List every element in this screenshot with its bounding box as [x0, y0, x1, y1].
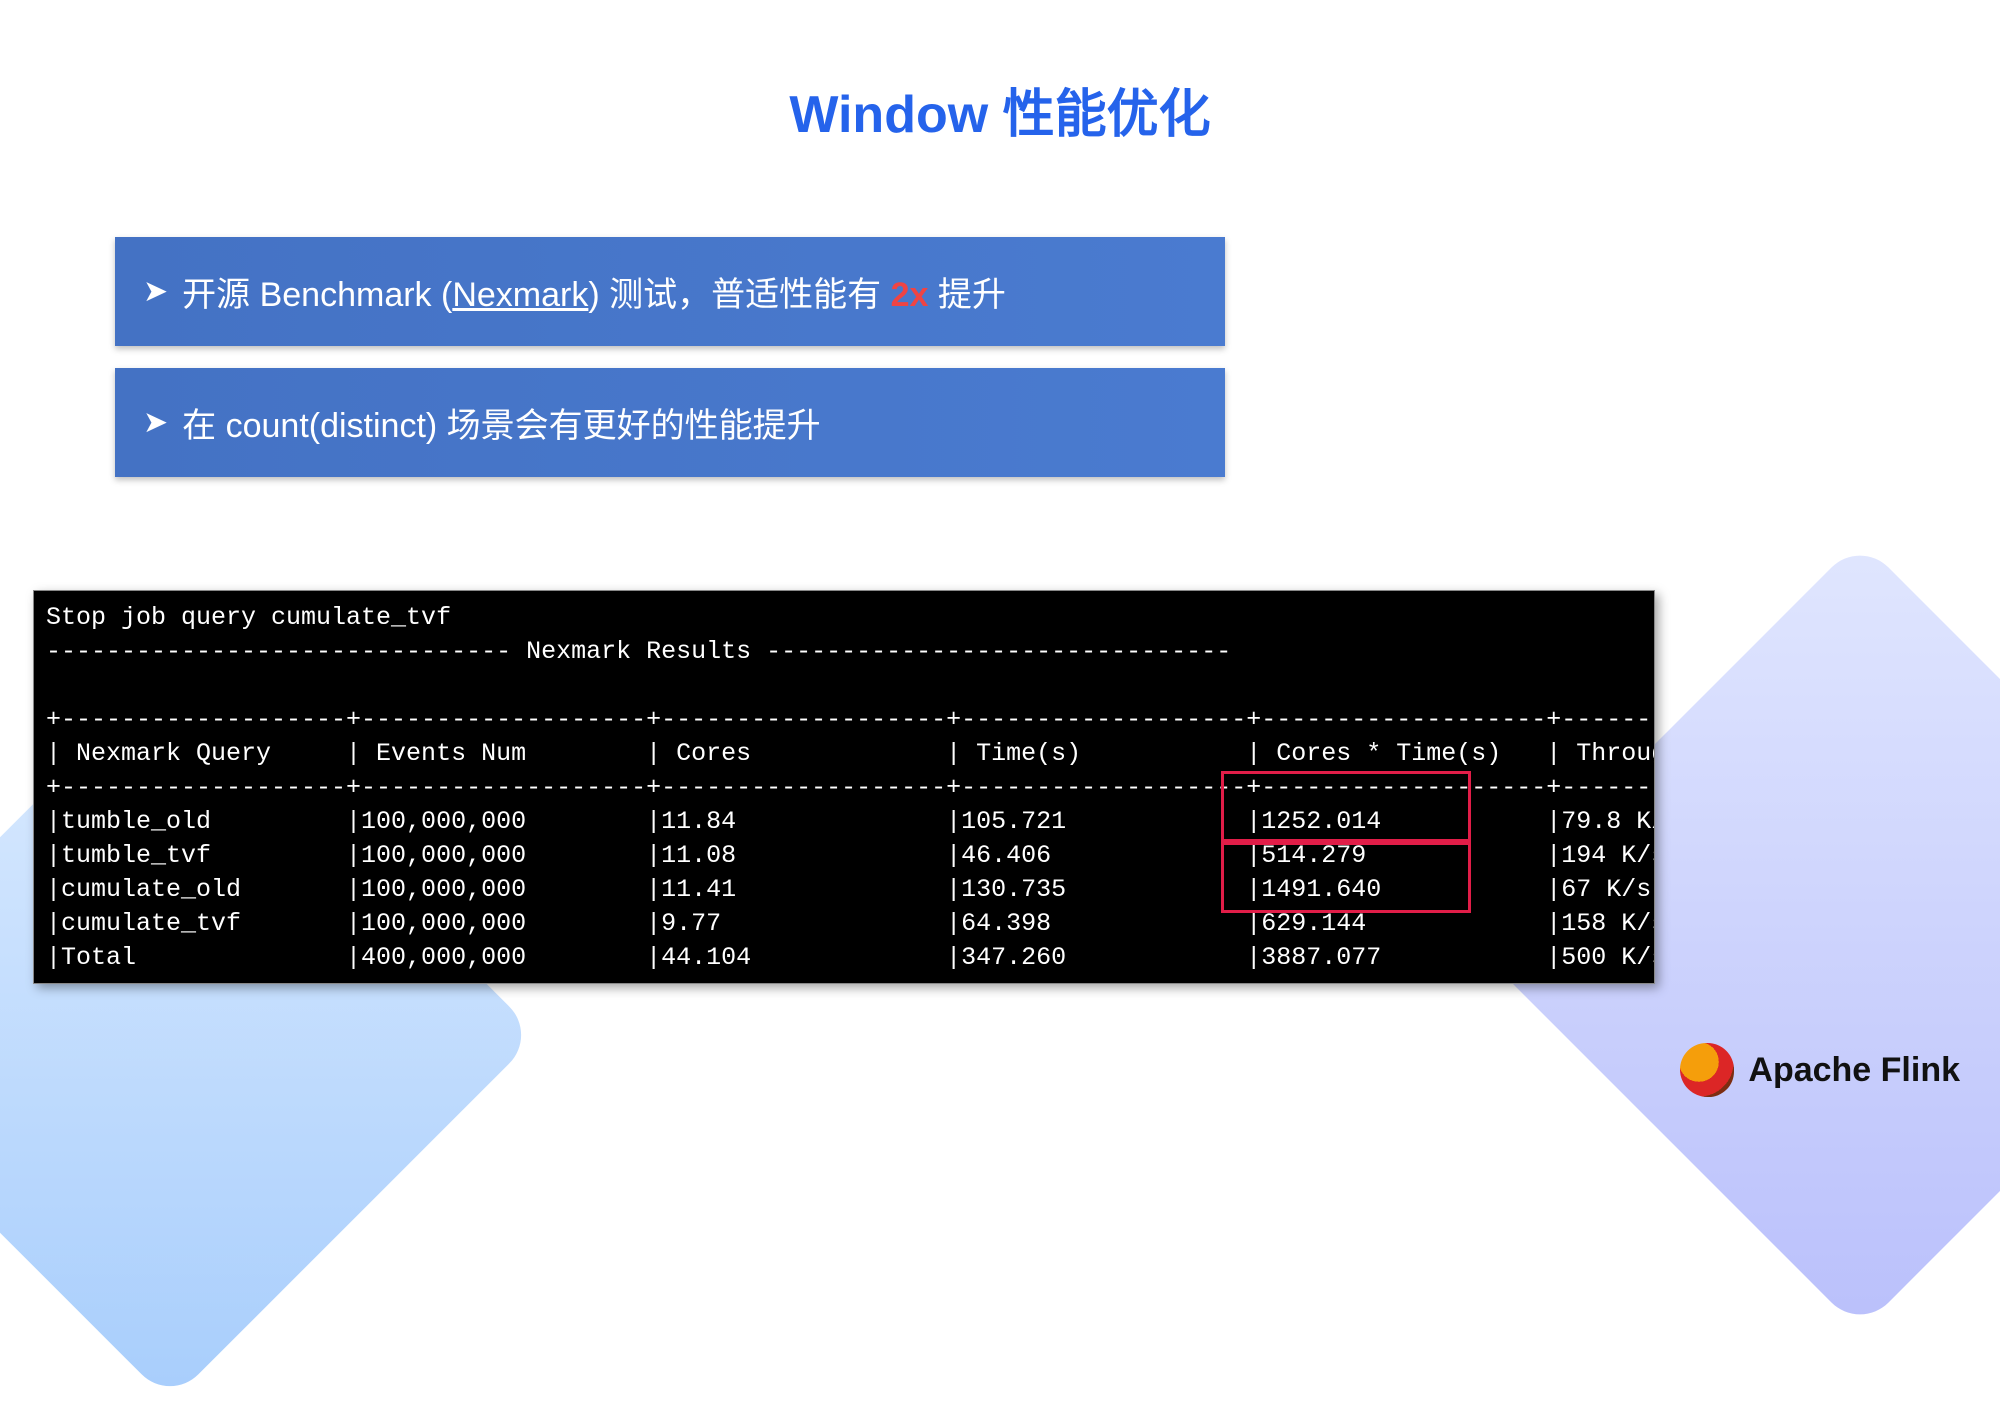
bullet-arrow-icon: ➤ — [143, 405, 168, 440]
bullet-arrow-icon: ➤ — [143, 274, 168, 309]
bullet-item-2: ➤ 在 count(distinct) 场景会有更好的性能提升 — [115, 368, 1225, 477]
bullet-item-1: ➤ 开源 Benchmark (Nexmark) 测试，普适性能有 2x 提升 — [115, 237, 1225, 346]
bullet-text: 在 count(distinct) 场景会有更好的性能提升 — [182, 398, 821, 447]
bullet-post: 提升 — [928, 276, 1005, 314]
bullet-pre: 开源 Benchmark ( — [182, 276, 452, 314]
bullet-highlight: 2x — [891, 276, 929, 314]
bullet-text: 开源 Benchmark (Nexmark) 测试，普适性能有 2x 提升 — [182, 267, 1006, 316]
bullet-list: ➤ 开源 Benchmark (Nexmark) 测试，普适性能有 2x 提升 … — [115, 237, 1225, 477]
flink-logo: Apache Flink — [1680, 1043, 1960, 1097]
bullet-mid: ) 测试，普适性能有 — [588, 276, 890, 314]
flink-logo-text: Apache Flink — [1748, 1051, 1960, 1090]
slide-title: Window 性能优化 — [0, 0, 2000, 147]
flink-squirrel-icon — [1680, 1043, 1734, 1097]
bullet-link: Nexmark — [452, 276, 588, 314]
terminal-output: Stop job query cumulate_tvf ------------… — [33, 590, 1655, 984]
